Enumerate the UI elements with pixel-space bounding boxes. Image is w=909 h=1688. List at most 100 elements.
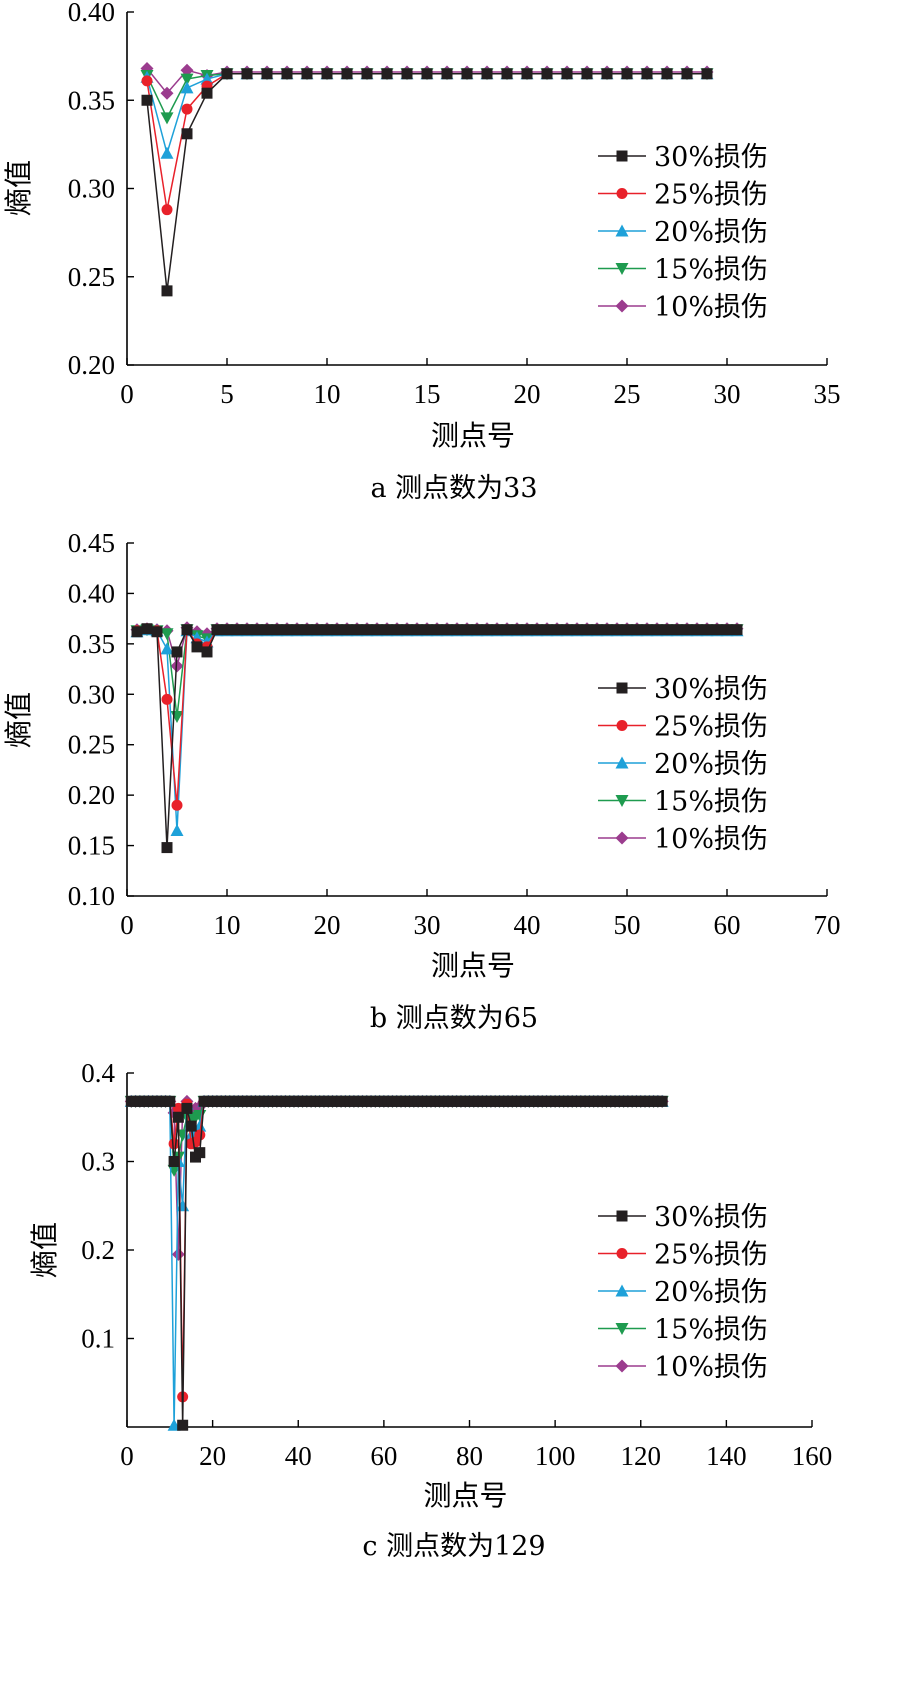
data-point (641, 624, 653, 636)
data-point (160, 146, 174, 159)
x-tick-label: 0 (120, 379, 134, 409)
legend-marker (616, 188, 628, 199)
data-point (261, 68, 273, 80)
data-point (171, 1247, 185, 1261)
x-tick-label: 10 (314, 379, 341, 409)
series-line (131, 1100, 663, 1397)
data-point (701, 624, 713, 636)
x-tick-label: 30 (414, 910, 441, 940)
figure-caption: a 测点数为33 (370, 473, 537, 504)
data-point (181, 624, 193, 636)
data-point (181, 128, 193, 140)
data-point (501, 624, 513, 636)
series-10%损伤 (124, 1094, 669, 1261)
data-point (180, 63, 194, 77)
data-point (451, 624, 463, 636)
data-point (160, 642, 174, 655)
legend-label: 20%损伤 (654, 749, 768, 780)
data-point (231, 624, 243, 636)
data-point (631, 624, 643, 636)
data-point (141, 623, 153, 635)
series-line (131, 1099, 663, 1255)
series-25%损伤 (131, 623, 743, 811)
data-point (161, 842, 173, 854)
x-tick-label: 35 (814, 379, 841, 409)
data-point (141, 75, 153, 87)
data-point (151, 626, 163, 638)
data-point (161, 204, 173, 216)
data-point (551, 624, 563, 636)
legend-marker (616, 720, 628, 731)
legend-label: 20%损伤 (654, 1277, 768, 1308)
series-line (136, 627, 737, 806)
data-point (164, 1095, 176, 1107)
series-line (136, 628, 737, 831)
data-point (441, 68, 453, 80)
data-point (281, 68, 293, 80)
legend-marker (616, 682, 628, 694)
series-30%损伤 (131, 623, 743, 854)
series-15%损伤 (130, 624, 744, 723)
legend-marker (615, 1284, 629, 1297)
legend-marker (616, 1210, 628, 1222)
data-point (481, 624, 493, 636)
x-tick-label: 20 (314, 910, 341, 940)
data-point (581, 624, 593, 636)
data-point (411, 624, 423, 636)
data-point (531, 624, 543, 636)
data-point (141, 94, 153, 106)
x-tick-label: 10 (214, 910, 241, 940)
data-point (641, 68, 653, 80)
legend-marker (615, 224, 629, 237)
data-point (361, 68, 373, 80)
x-tick-label: 25 (614, 379, 641, 409)
data-point (441, 624, 453, 636)
legend-label: 20%损伤 (654, 217, 768, 248)
figure-caption: b 测点数为65 (370, 1003, 538, 1034)
data-point (172, 1111, 184, 1123)
data-point (501, 68, 513, 80)
legend-marker (615, 831, 629, 845)
data-point (521, 68, 533, 80)
series-30%损伤 (125, 1095, 668, 1431)
data-point (611, 624, 623, 636)
legend-marker (615, 299, 629, 313)
legend-label: 25%损伤 (654, 1240, 768, 1271)
data-point (561, 68, 573, 80)
y-tick-label: 0.25 (68, 730, 115, 760)
legend-label: 25%损伤 (654, 180, 768, 211)
series-line (131, 1100, 663, 1426)
data-point (131, 626, 143, 638)
data-point (681, 624, 693, 636)
data-point (521, 624, 533, 636)
data-point (471, 624, 483, 636)
data-point (711, 624, 723, 636)
series-20%损伤 (130, 623, 744, 836)
legend-label: 15%损伤 (654, 1315, 768, 1346)
y-tick-label: 0.4 (81, 1058, 115, 1088)
x-tick-label: 160 (792, 1441, 833, 1471)
data-point (261, 624, 273, 636)
legend-marker (616, 1248, 628, 1259)
y-tick-label: 0.10 (68, 881, 115, 911)
data-point (371, 624, 383, 636)
x-tick-label: 60 (370, 1441, 397, 1471)
legend-label: 10%损伤 (654, 1352, 768, 1383)
data-point (421, 624, 433, 636)
y-tick-label: 0.40 (68, 578, 115, 608)
y-tick-label: 0.15 (68, 831, 115, 861)
data-point (656, 1095, 668, 1107)
data-point (481, 68, 493, 80)
series-line (136, 628, 737, 717)
legend: 30%损伤 25%损伤 20%损伤 15%损伤 10%损伤 (598, 674, 768, 855)
y-tick-label: 0.2 (81, 1235, 115, 1265)
x-axis-label: 测点号 (431, 419, 515, 452)
legend-marker (615, 795, 629, 807)
x-axis-label: 测点号 (431, 949, 515, 982)
data-point (461, 68, 473, 80)
data-point (181, 103, 193, 115)
y-axis-label: 熵值 (2, 160, 35, 216)
data-point (671, 624, 683, 636)
data-point (651, 624, 663, 636)
